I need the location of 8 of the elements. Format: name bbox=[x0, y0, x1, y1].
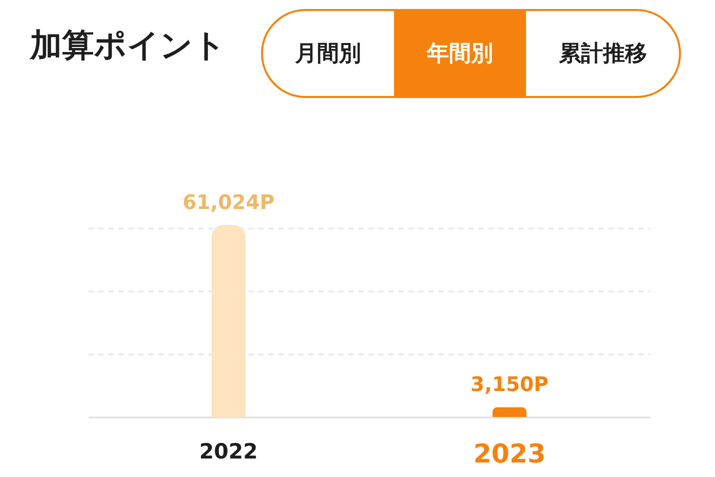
text: 累計推移 bbox=[558, 42, 647, 66]
chart-title: 加算ポイント bbox=[29, 26, 226, 64]
x-tick-label: 2022 bbox=[199, 440, 258, 464]
text: 月間別 bbox=[294, 42, 361, 66]
data-label: 61,024P bbox=[182, 190, 274, 214]
x-tick-label: 2023 bbox=[473, 440, 546, 470]
text: 年間別 bbox=[426, 42, 493, 66]
data-label: 3,150P bbox=[470, 372, 548, 396]
